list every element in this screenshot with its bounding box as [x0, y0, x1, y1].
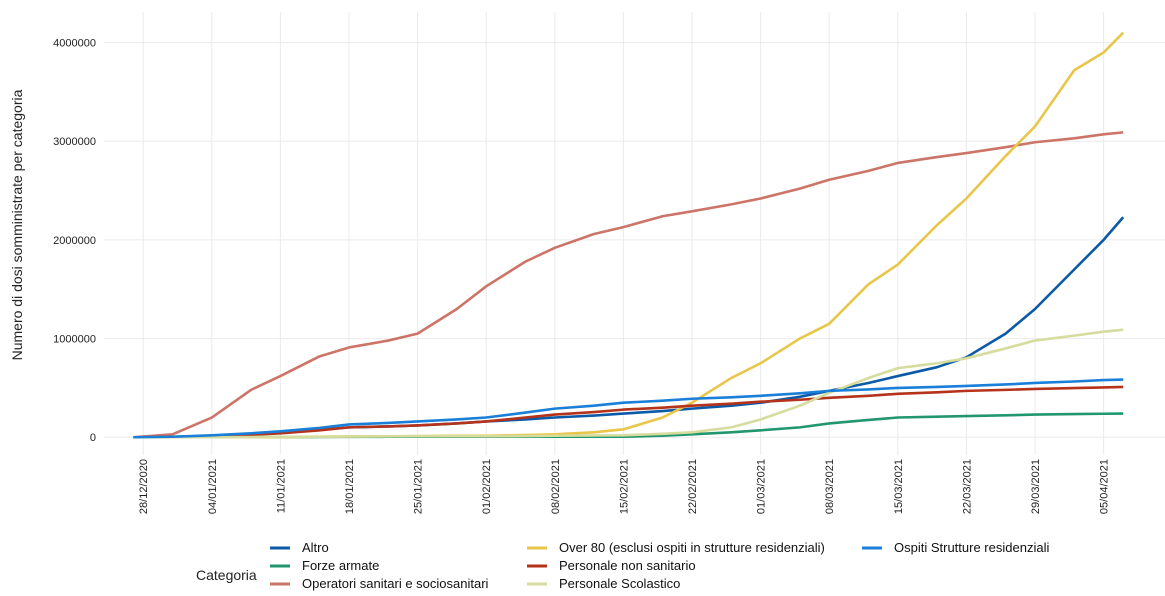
- y-tick-label: 4000000: [53, 38, 96, 50]
- y-tick-label: 1000000: [53, 334, 96, 346]
- x-tick-label: 18/01/2021: [344, 459, 356, 514]
- legend-text: Ospiti Strutture residenziali: [894, 540, 1049, 555]
- legend-title: Categoria: [196, 567, 257, 583]
- series-line: [133, 328, 1124, 439]
- legend-text: Personale non sanitario: [559, 558, 696, 573]
- x-tick-label: 08/03/2021: [824, 459, 836, 514]
- y-tick-label: 2000000: [53, 235, 96, 247]
- legend-text: Operatori sanitari e sociosanitari: [302, 576, 489, 591]
- x-tick-label: 01/02/2021: [481, 459, 493, 514]
- x-tick-label: 15/02/2021: [618, 459, 630, 514]
- x-tick-label: 28/12/2020: [138, 459, 150, 514]
- legend-text: Altro: [302, 540, 329, 555]
- legend-text: Personale Scolastico: [559, 576, 680, 591]
- series-line: [133, 216, 1125, 439]
- y-tick-label: 3000000: [53, 136, 96, 148]
- x-tick-label: 05/04/2021: [1099, 459, 1111, 514]
- y-axis-title: Numero di dosi somministrate per categor…: [9, 89, 25, 360]
- y-tick-label: 0: [90, 432, 96, 444]
- legend-text: Forze armate: [302, 558, 379, 573]
- x-tick-label: 25/01/2021: [413, 459, 425, 514]
- legend-text: Over 80 (esclusi ospiti in strutture res…: [559, 540, 825, 555]
- x-tick-label: 22/02/2021: [687, 459, 699, 514]
- x-tick-label: 04/01/2021: [207, 459, 219, 514]
- x-tick-label: 01/03/2021: [756, 459, 768, 514]
- x-tick-label: 11/01/2021: [275, 459, 287, 513]
- x-tick-label: 08/02/2021: [550, 459, 562, 514]
- x-tick-label: 15/03/2021: [893, 459, 905, 514]
- x-tick-label: 29/03/2021: [1030, 459, 1042, 514]
- x-tick-label: 22/03/2021: [961, 459, 973, 514]
- series-line: [133, 385, 1124, 439]
- series-line: [133, 378, 1124, 439]
- series-line: [133, 131, 1124, 439]
